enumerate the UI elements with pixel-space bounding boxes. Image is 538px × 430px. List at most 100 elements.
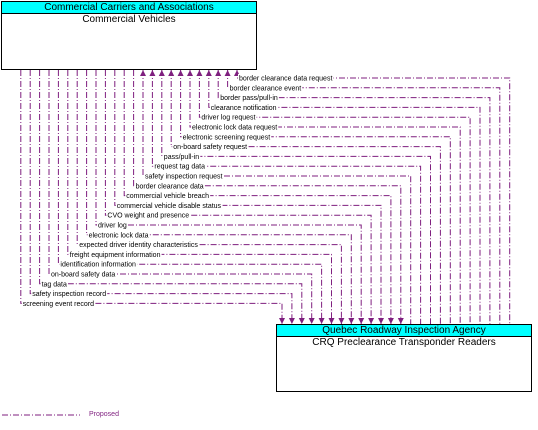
commercial-vehicles-title: Commercial Vehicles: [82, 14, 176, 25]
flow-5: driver log request: [196, 70, 471, 324]
flow-label: border pass/pull-in: [220, 95, 278, 102]
flow-line: [227, 70, 501, 324]
arrow-head-icon: [279, 318, 285, 324]
arrow-head-icon: [328, 318, 335, 324]
flow-14: commercial vehicle disable status: [114, 70, 384, 324]
flow-16: driver log: [95, 70, 365, 324]
flow-17: electronic lock data: [86, 70, 355, 324]
flow-label: CVO weight and presence: [107, 213, 189, 220]
arrow-head-icon: [387, 318, 394, 324]
flow-line: [95, 70, 362, 324]
flow-label: electronic screening request: [183, 134, 271, 141]
flow-3: border pass/pull-in: [215, 70, 491, 324]
flow-line: [161, 70, 431, 324]
flow-line: [57, 70, 323, 324]
arrow-head-icon: [158, 70, 165, 76]
legend-proposed-label: Proposed: [89, 411, 119, 418]
flow-line: [198, 70, 471, 324]
arrow-head-icon: [177, 70, 184, 76]
arrow-head-icon: [378, 318, 384, 324]
arrow-head-icon: [140, 70, 146, 76]
arrow-head-icon: [308, 318, 315, 324]
flow-line: [236, 70, 511, 324]
crq-transponder-readers-box: Quebec Roadway Inspection Agency CRQ Pre…: [276, 324, 532, 392]
flow-4: clearance notification: [205, 70, 481, 324]
flow-2: border clearance event: [224, 70, 501, 324]
flow-15: CVO weight and presence: [104, 70, 375, 324]
flow-label: on-board safety data: [51, 272, 115, 279]
flow-9: pass/pull-in: [158, 70, 431, 324]
quebec-agency-group-header: Quebec Roadway Inspection Agency: [277, 325, 531, 337]
flow-23: safety inspection record: [29, 70, 295, 324]
flow-line: [76, 70, 342, 324]
flow-line: [180, 70, 451, 324]
flow-label: screening event record: [23, 301, 94, 308]
arrow-head-icon: [224, 70, 231, 76]
arrow-head-icon: [338, 318, 345, 324]
flow-line: [123, 70, 392, 324]
flow-line: [151, 70, 422, 324]
commercial-carriers-group-header: Commercial Carriers and Associations: [2, 2, 256, 14]
flow-line: [20, 70, 283, 324]
flow-line: [29, 70, 293, 324]
arrow-head-icon: [215, 70, 222, 76]
flow-label: border clearance event: [230, 85, 302, 92]
flow-label: expected driver identity characteristics: [79, 242, 198, 249]
flow-line: [133, 70, 402, 324]
flow-label: electronic lock data: [89, 232, 149, 239]
commercial-vehicles-box: Commercial Carriers and Associations Com…: [1, 1, 257, 70]
flow-line: [48, 70, 313, 324]
flow-12: border clearance data: [133, 70, 404, 324]
arrow-head-icon: [196, 70, 203, 76]
flow-label: on-board safety request: [173, 144, 247, 151]
flow-line: [104, 70, 372, 324]
flow-label: request tag data: [154, 164, 205, 171]
flow-10: request tag data: [149, 70, 422, 324]
arrow-head-icon: [187, 70, 193, 76]
arrow-head-icon: [149, 70, 156, 76]
flow-22: tag data: [39, 70, 305, 324]
arrow-head-icon: [168, 70, 175, 76]
flow-label: commercial vehicle breach: [126, 193, 209, 200]
flow-line: [170, 70, 441, 324]
arrow-head-icon: [318, 318, 325, 324]
flow-label: driver log: [98, 223, 127, 230]
flow-label: clearance notification: [211, 105, 277, 112]
flow-11: safety inspection request: [140, 70, 412, 324]
flow-label: safety inspection request: [145, 174, 222, 181]
arrow-head-icon: [205, 70, 212, 76]
flow-13: commercial vehicle breach: [123, 70, 394, 324]
flow-label: tag data: [42, 281, 67, 288]
flow-line: [67, 70, 332, 324]
flow-19: freight equipment information: [67, 70, 335, 324]
flow-6: electronic lock data request: [187, 70, 461, 324]
crq-transponder-readers-title: CRQ Preclearance Transponder Readers: [312, 337, 496, 348]
flow-line: [142, 70, 412, 324]
flow-label: electronic lock data request: [192, 125, 277, 132]
flow-line: [39, 70, 303, 324]
flow-8: on-board safety request: [168, 70, 441, 324]
flow-1: border clearance data request: [234, 70, 511, 324]
flow-7: electronic screening request: [177, 70, 451, 324]
flow-line: [86, 70, 352, 324]
flow-label: commercial vehicle disable status: [117, 203, 222, 210]
arrow-head-icon: [298, 318, 305, 324]
flow-line: [189, 70, 461, 324]
flow-label: border clearance data request: [239, 76, 332, 83]
arrow-head-icon: [368, 318, 375, 324]
arrow-head-icon: [397, 318, 404, 324]
arrow-head-icon: [348, 318, 355, 324]
flow-21: on-board safety data: [48, 70, 315, 324]
flow-label: identification information: [60, 262, 136, 269]
arrow-head-icon: [288, 318, 295, 324]
flow-line: [114, 70, 382, 324]
flow-label: safety inspection record: [32, 291, 106, 298]
arrow-head-icon: [358, 318, 365, 324]
flow-label: driver log request: [201, 115, 255, 122]
flow-line: [217, 70, 491, 324]
flow-20: identification information: [57, 70, 325, 324]
flow-18: expected driver identity characteristics: [76, 70, 345, 324]
flow-label: pass/pull-in: [164, 154, 200, 161]
flow-label: border clearance data: [136, 183, 204, 190]
